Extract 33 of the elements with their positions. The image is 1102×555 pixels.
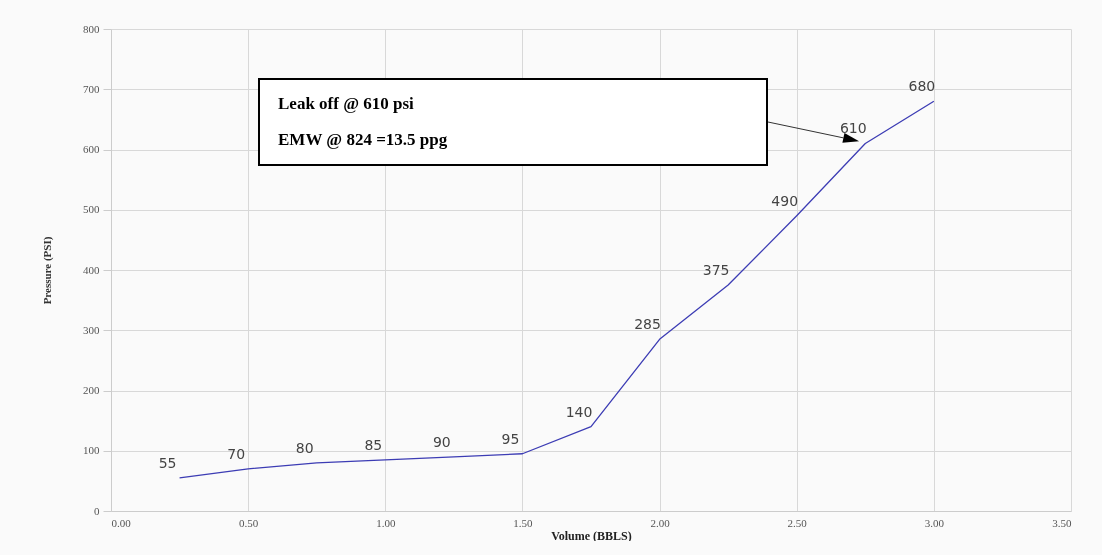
x-tick-label: 2.50 xyxy=(787,516,808,529)
x-tick-label: 3.50 xyxy=(1052,516,1072,529)
x-tick-label: 0.00 xyxy=(111,516,132,529)
y-tick-label: 700 xyxy=(83,82,100,95)
annotation: Leak off @ 610 psi xyxy=(278,94,415,114)
data-label: 610 xyxy=(839,120,867,137)
data-label: 80 xyxy=(295,439,314,456)
data-label: 70 xyxy=(227,445,246,462)
y-tick-label: 100 xyxy=(83,444,100,457)
x-tick-label: 1.00 xyxy=(376,516,396,529)
annotation: EMW @ 824 =13.5 ppg xyxy=(278,130,449,150)
y-axis-title: Pressure (PSI) xyxy=(41,236,54,305)
x-tick-label: 0.50 xyxy=(239,516,259,529)
y-tick-label: 800 xyxy=(83,22,100,35)
data-label: 90 xyxy=(432,433,451,450)
x-tick-label: 3.00 xyxy=(924,516,945,529)
y-tick-label: 600 xyxy=(83,143,100,155)
data-label: 490 xyxy=(771,192,799,209)
data-label: 680 xyxy=(908,78,936,95)
y-tick-label: 300 xyxy=(83,323,100,336)
x-tick-label: 1.50 xyxy=(513,516,534,529)
text-box: Leak off @ 610 psi EMW @ 824 =13.5 ppg xyxy=(258,78,768,166)
y-tick-label: 200 xyxy=(83,384,100,396)
data-label: 285 xyxy=(634,316,661,333)
y-tick-label: 0 xyxy=(94,504,100,517)
data-label: 140 xyxy=(565,403,593,420)
data-label: 375 xyxy=(702,262,730,279)
x-tick-label: 2.00 xyxy=(650,516,671,529)
data-label: 85 xyxy=(364,436,383,453)
y-tick-label: 400 xyxy=(83,263,100,276)
data-label: 55 xyxy=(158,454,177,471)
data-label: 95 xyxy=(501,430,520,447)
y-tick-label: 500 xyxy=(83,203,100,216)
